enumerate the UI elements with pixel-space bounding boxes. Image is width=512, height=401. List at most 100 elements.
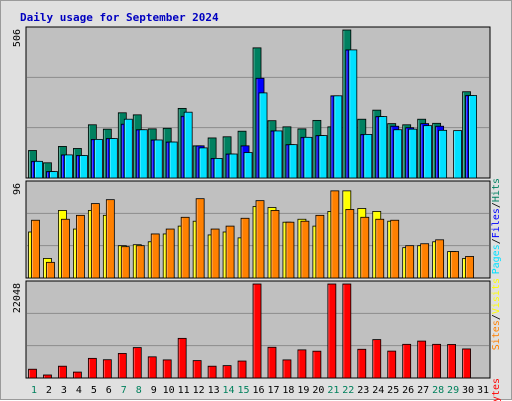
legend-entry: /: [491, 238, 502, 244]
bar-kbytes: [252, 283, 262, 379]
bar-kbytes: [28, 368, 37, 379]
bar-kbytes: [462, 348, 471, 379]
x-tick-label: 8: [136, 385, 142, 396]
bar-kbytes: [132, 347, 142, 379]
bar-kbytes: [297, 349, 307, 379]
x-tick-label: 17: [267, 385, 279, 396]
bar-sites: [465, 256, 474, 279]
bar-kbytes: [73, 371, 82, 379]
legend-entry: Visits: [491, 278, 502, 314]
legend-entry: Hits: [491, 178, 502, 202]
bar-sites: [210, 228, 220, 279]
legend-entry: /: [491, 202, 502, 208]
y-max-label: 22048: [12, 283, 23, 313]
bar-kbytes: [147, 356, 157, 379]
bar-kbytes: [222, 365, 232, 379]
bar-sites: [225, 225, 235, 279]
x-axis-labels: 1 2 3 4 5 6 7 8 9 10 11 12 13 14 15 16 17 18 19 20 21 22 23 24 2…: [31, 385, 489, 396]
bar-pages: [348, 49, 358, 179]
bar-pages: [183, 111, 193, 179]
bar-pages: [438, 129, 448, 179]
bar-pages: [213, 158, 223, 179]
bar-sites: [300, 220, 310, 279]
bar-kbytes: [117, 353, 127, 379]
bar-kbytes: [372, 339, 382, 379]
chart-title: Daily usage for September 2024: [20, 11, 219, 24]
x-tick-label: 18: [282, 385, 294, 396]
bar-kbytes: [177, 337, 187, 379]
bar-pages: [303, 136, 313, 179]
x-tick-label: 4: [76, 385, 82, 396]
x-tick-label: 9: [151, 385, 157, 396]
bar-kbytes: [387, 350, 397, 379]
bar-pages: [363, 134, 373, 179]
bar-kbytes: [207, 365, 217, 379]
bar-sites: [90, 203, 100, 279]
y-max-label: 506: [12, 29, 23, 47]
bar-sites: [315, 214, 325, 279]
bar-sites: [61, 218, 70, 279]
bar-sites: [375, 218, 385, 279]
bar-kbytes: [267, 346, 277, 379]
bar-sites: [345, 209, 355, 279]
panel-hits-files-pages: 506 Pages/Files/Hits: [12, 26, 502, 274]
x-tick-label: 21: [327, 385, 339, 396]
bar-kbytes: [102, 359, 112, 379]
bar-pages: [198, 147, 208, 179]
bar-kbytes: [312, 350, 322, 379]
legend-hits-files-pages: Pages/Files/Hits: [491, 178, 502, 274]
panel-kbytes: 22048 KBytes: [12, 280, 502, 401]
bar-pages: [228, 153, 238, 179]
x-tick-label: 30: [462, 385, 474, 396]
bar-sites: [150, 233, 160, 279]
x-tick-label: 11: [178, 385, 190, 396]
x-tick-label: 26: [402, 385, 414, 396]
bar-pages: [318, 135, 328, 179]
bar-kbytes: [402, 343, 412, 379]
bar-sites: [180, 216, 190, 279]
bar-pages: [333, 95, 343, 179]
legend-entry: /: [491, 314, 502, 320]
bar-kbytes: [192, 360, 202, 379]
bar-kbytes: [58, 365, 67, 379]
bar-sites: [420, 243, 430, 279]
bar-kbytes: [432, 343, 442, 379]
bar-kbytes: [342, 283, 352, 379]
bar-sites: [135, 245, 145, 279]
y-max-label: 96: [12, 183, 23, 195]
bar-pages: [93, 138, 103, 179]
bar-sites: [240, 217, 250, 279]
bar-sites: [255, 200, 265, 279]
x-tick-label: 12: [193, 385, 205, 396]
bar-kbytes: [417, 340, 427, 379]
bar-pages: [123, 118, 133, 179]
bar-sites: [46, 261, 55, 279]
x-tick-label: 15: [238, 385, 250, 396]
x-tick-label: 10: [163, 385, 175, 396]
bar-pages: [49, 171, 58, 179]
legend-entry: Files: [491, 208, 502, 238]
x-tick-label: 27: [417, 385, 429, 396]
legend-entry: KBytes: [491, 378, 502, 401]
x-tick-label: 22: [342, 385, 354, 396]
bar-kbytes: [162, 359, 172, 379]
x-tick-label: 20: [312, 385, 324, 396]
bar-sites: [390, 219, 400, 279]
bar-pages: [378, 116, 388, 179]
bar-sites: [31, 219, 40, 279]
x-tick-label: 5: [91, 385, 97, 396]
legend-entry: Sites: [491, 320, 502, 350]
bar-sites: [285, 221, 295, 279]
bar-pages: [34, 160, 43, 179]
bar-sites: [270, 210, 280, 279]
x-tick-label: 14: [223, 385, 235, 396]
legend-kbytes: KBytes: [491, 378, 502, 401]
bar-kbytes: [357, 348, 367, 379]
x-tick-label: 28: [432, 385, 444, 396]
x-tick-label: 29: [447, 385, 459, 396]
bar-pages: [423, 125, 433, 179]
bar-pages: [64, 154, 73, 179]
